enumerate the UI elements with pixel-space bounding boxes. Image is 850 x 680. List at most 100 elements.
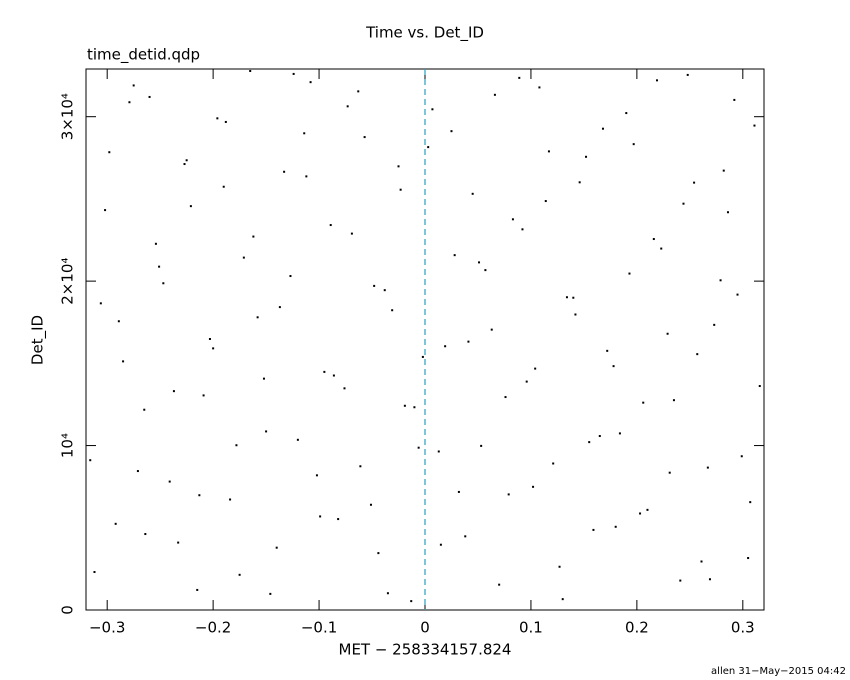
point xyxy=(736,293,739,296)
point xyxy=(369,503,372,506)
point xyxy=(229,498,232,501)
point xyxy=(722,169,725,172)
point xyxy=(224,120,227,123)
point xyxy=(196,588,199,591)
point xyxy=(606,349,609,352)
point xyxy=(747,557,750,560)
y-tick-label: 2×10⁴ xyxy=(59,258,77,305)
point xyxy=(242,256,245,259)
x-tick-label: −0.1 xyxy=(301,619,337,637)
point xyxy=(154,242,157,245)
point xyxy=(693,181,696,184)
point xyxy=(99,302,102,305)
point xyxy=(323,370,326,373)
point xyxy=(256,316,259,319)
point xyxy=(278,306,281,309)
point xyxy=(403,404,406,407)
point xyxy=(289,275,292,278)
point xyxy=(148,95,151,98)
point xyxy=(668,471,671,474)
x-tick-label: −0.3 xyxy=(89,619,125,637)
point xyxy=(122,360,125,363)
point xyxy=(305,175,308,178)
point xyxy=(262,377,265,380)
point xyxy=(346,105,349,108)
point xyxy=(696,353,699,356)
point xyxy=(439,543,442,546)
point xyxy=(544,200,547,203)
point xyxy=(283,170,286,173)
point xyxy=(309,81,312,84)
point xyxy=(208,338,211,341)
point xyxy=(373,284,376,287)
point xyxy=(132,84,135,87)
point xyxy=(700,560,703,563)
point xyxy=(93,571,96,574)
point xyxy=(397,165,400,168)
point xyxy=(682,202,685,205)
point xyxy=(444,345,447,348)
point xyxy=(521,228,524,231)
point xyxy=(235,444,238,447)
point xyxy=(421,355,424,358)
point xyxy=(144,533,147,536)
point xyxy=(585,155,588,158)
point xyxy=(518,76,521,79)
point xyxy=(143,408,146,411)
point xyxy=(574,313,577,316)
point xyxy=(507,493,510,496)
point xyxy=(464,535,467,538)
y-tick-label: 0 xyxy=(59,605,77,615)
point xyxy=(618,432,621,435)
point xyxy=(534,367,537,370)
point xyxy=(733,98,736,101)
point xyxy=(350,232,353,235)
x-axis-label: MET − 258334157.824 xyxy=(339,641,512,659)
point xyxy=(136,470,139,473)
x-tick-label: −0.2 xyxy=(195,619,231,637)
point xyxy=(162,282,165,285)
point xyxy=(561,598,564,601)
point xyxy=(749,501,752,504)
point xyxy=(216,117,219,120)
point xyxy=(437,450,440,453)
point xyxy=(303,132,306,135)
point xyxy=(726,211,729,214)
point xyxy=(158,265,161,268)
point xyxy=(89,459,92,462)
point xyxy=(457,490,460,493)
point xyxy=(337,518,340,521)
point xyxy=(168,480,171,483)
y-tick-label: 3×10⁴ xyxy=(59,93,77,140)
x-tick-label: 0 xyxy=(420,619,430,637)
point xyxy=(642,401,645,404)
point xyxy=(252,235,255,238)
point xyxy=(108,151,111,154)
point xyxy=(652,238,655,241)
point xyxy=(450,130,453,133)
point xyxy=(413,406,416,409)
point xyxy=(598,435,601,438)
point xyxy=(410,600,413,603)
point xyxy=(632,143,635,146)
point xyxy=(565,296,568,299)
x-tick-label: 0.1 xyxy=(519,619,543,637)
point xyxy=(183,163,186,166)
point xyxy=(417,446,420,449)
point xyxy=(558,565,561,568)
point xyxy=(269,592,272,595)
point xyxy=(332,374,335,377)
point xyxy=(588,441,591,444)
point xyxy=(547,150,550,153)
point xyxy=(104,209,107,212)
point xyxy=(177,541,180,544)
point xyxy=(357,90,360,93)
point xyxy=(249,69,252,72)
point xyxy=(758,385,761,388)
point xyxy=(525,380,528,383)
point xyxy=(511,218,514,221)
point xyxy=(377,552,380,555)
point xyxy=(686,73,689,76)
point xyxy=(315,474,318,477)
point xyxy=(612,365,615,368)
